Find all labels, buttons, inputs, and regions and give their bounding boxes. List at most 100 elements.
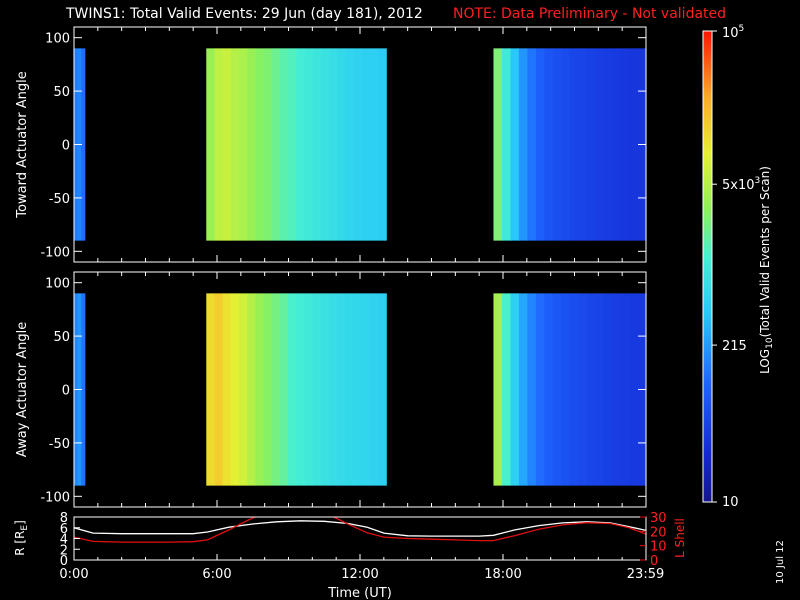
away-heatmap-cell xyxy=(369,293,379,486)
away-heatmap-cell xyxy=(595,293,605,486)
away-heatmap-cell xyxy=(345,293,355,486)
away-heatmap-cell xyxy=(378,293,387,486)
away-heatmap-cell xyxy=(620,293,630,486)
toward-heatmap-cell xyxy=(544,48,554,241)
toward-heatmap-cell xyxy=(518,48,528,241)
x-axis-label: Time (UT) xyxy=(327,586,392,600)
away-heatmap-cell xyxy=(361,293,371,486)
toward-heatmap-cell xyxy=(279,48,289,241)
away-heatmap-cell xyxy=(569,293,579,486)
preliminary-note: NOTE: Data Preliminary - Not validated xyxy=(453,6,727,22)
away-heatmap-cell xyxy=(206,293,216,486)
away-heatmap-cell xyxy=(328,293,338,486)
toward-heatmap-cell xyxy=(369,48,379,241)
toward-heatmap-cell xyxy=(263,48,273,241)
toward-heatmap-cell xyxy=(296,48,306,241)
away-heatmap-cell xyxy=(238,293,248,486)
orbit-xtick-label: 18:00 xyxy=(484,567,521,582)
colorbar-tick-label-base: 215 xyxy=(722,339,747,354)
date-stamp: 10 Jul 12 xyxy=(775,540,786,584)
figure-header: TWINS1: Total Valid Events: 29 Jun (day … xyxy=(0,6,800,26)
toward-heatmap-cell xyxy=(238,48,248,241)
colorbar-tick-label: 215 xyxy=(722,339,747,354)
toward-ytick-label: 0 xyxy=(62,139,70,154)
colorbar-label: LOG10(Total Valid Events per Scan) xyxy=(758,166,775,374)
away-heatmap-cell xyxy=(527,293,537,486)
toward-heatmap-cell xyxy=(620,48,630,241)
away-heatmap-cell xyxy=(320,293,330,486)
away-ytick-label: -50 xyxy=(49,437,70,452)
toward-heatmap-cell xyxy=(271,48,281,241)
toward-heatmap-cell xyxy=(288,48,297,241)
toward-heatmap-cell xyxy=(230,48,240,241)
toward-heatmap-cell xyxy=(328,48,338,241)
away-heatmap-cell xyxy=(612,293,622,486)
toward-heatmap-cell xyxy=(206,48,216,241)
colorbar-tick-label-exp: 3 xyxy=(755,176,761,186)
toward-heatmap-cell xyxy=(578,48,588,241)
toward-heatmap-cell xyxy=(595,48,605,241)
away-heatmap-cell xyxy=(81,293,86,486)
toward-heatmap-cell xyxy=(561,48,571,241)
r-axis-label-sub: E xyxy=(20,525,30,531)
toward-heatmap-cell xyxy=(493,48,503,241)
toward-heatmap-cell xyxy=(81,48,86,241)
r-ytick-label: 6 xyxy=(60,522,68,537)
toward-heatmap-cell xyxy=(312,48,322,241)
r-distance-line xyxy=(74,520,646,537)
toward-ytick-label: 100 xyxy=(45,32,70,47)
toward-heatmap-cell xyxy=(629,48,639,241)
r-axis-label-main: R [R xyxy=(13,531,27,556)
colorbar-label-rest: (Total Valid Events per Scan) xyxy=(758,166,772,337)
away-heatmap-cell xyxy=(535,293,545,486)
lshell-axis-label: L Shell xyxy=(673,518,687,558)
toward-ytick-label: -100 xyxy=(40,245,70,260)
toward-heatmap-cell xyxy=(569,48,579,241)
colorbar-tick-label-exp: 5 xyxy=(739,24,745,34)
away-heatmap-cell xyxy=(510,293,520,486)
orbit-xtick-label: 0:00 xyxy=(59,567,88,582)
toward-heatmap-cell xyxy=(255,48,265,241)
colorbar-frame xyxy=(702,30,713,503)
toward-ytick-label: 50 xyxy=(53,85,70,100)
away-heatmap-cell xyxy=(552,293,562,486)
away-heatmap-cell xyxy=(312,293,322,486)
colorbar-tick-label-base: 10 xyxy=(722,26,739,41)
toward-heatmap-cell xyxy=(378,48,387,241)
toward-ytick-label: -50 xyxy=(49,192,70,207)
away-heatmap-cell xyxy=(279,293,289,486)
away-heatmap-cell xyxy=(353,293,363,486)
toward-ylabel: Toward Actuator Angle xyxy=(15,71,30,218)
colorbar-label-sub: 10 xyxy=(765,337,775,349)
away-heatmap-cell xyxy=(518,293,528,486)
orbit-xtick-label: 6:00 xyxy=(202,567,231,582)
away-heatmap-cell xyxy=(493,293,503,486)
toward-heatmap-cell xyxy=(353,48,363,241)
away-heatmap-cell xyxy=(603,293,613,486)
r-ytick-label: 4 xyxy=(60,533,68,548)
away-heatmap-cell xyxy=(263,293,273,486)
away-ytick-label: 0 xyxy=(62,384,70,399)
toward-heatmap-cell xyxy=(527,48,537,241)
away-heatmap-cell xyxy=(501,293,512,486)
colorbar-tick-label-base: 5x10 xyxy=(722,178,755,193)
away-heatmap-cell xyxy=(544,293,554,486)
lshell-ytick-label: 30 xyxy=(650,511,667,526)
away-heatmap-cell xyxy=(578,293,588,486)
away-heatmap-cell xyxy=(222,293,232,486)
r-ytick-label: 8 xyxy=(60,511,68,526)
colorbar-tick-label: 10 xyxy=(722,495,739,510)
toward-heatmap-cell xyxy=(510,48,520,241)
r-axis-label: R [RE] xyxy=(13,520,30,556)
toward-heatmap-cell xyxy=(501,48,512,241)
lshell-ytick-label: 20 xyxy=(650,525,667,540)
toward-heatmap-cell xyxy=(603,48,613,241)
away-heatmap-cell xyxy=(247,293,256,486)
away-heatmap-cell xyxy=(214,293,224,486)
lshell-line xyxy=(74,517,646,543)
away-heatmap-cell xyxy=(586,293,596,486)
orbit-xtick-label: 23:59 xyxy=(627,567,664,582)
colorbar-label-main: LOG xyxy=(758,349,772,374)
away-heatmap-cell xyxy=(304,293,314,486)
away-heatmap-cell xyxy=(629,293,639,486)
